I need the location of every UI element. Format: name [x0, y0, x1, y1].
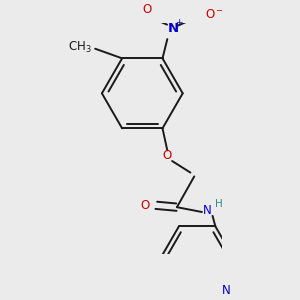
Text: N: N	[167, 22, 178, 35]
Text: N: N	[222, 284, 231, 297]
Text: O: O	[142, 3, 152, 16]
Text: O: O	[163, 149, 172, 162]
Text: +: +	[175, 18, 183, 27]
Text: N: N	[203, 204, 212, 217]
Text: CH$_3$: CH$_3$	[68, 40, 91, 55]
Text: O$^-$: O$^-$	[205, 8, 224, 21]
Text: O: O	[141, 199, 150, 212]
Text: H: H	[215, 199, 223, 209]
